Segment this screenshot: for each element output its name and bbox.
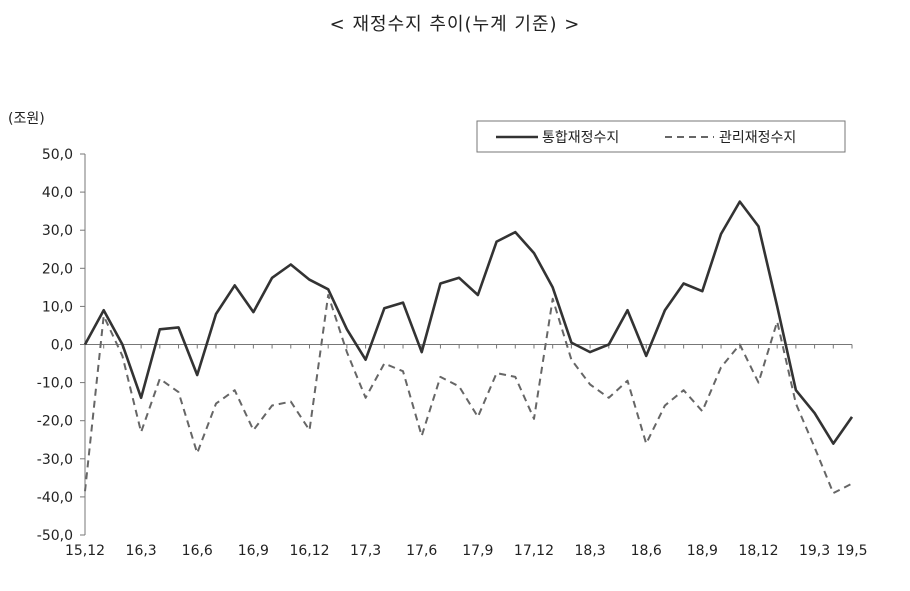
legend-box [476,120,846,153]
y-tick-label: 0,0 [51,338,73,354]
chart-axes: 50,0 40,0 30,0 20,0 10,0 0,0 -10,0 -20,0 -30,0 -4… [37,147,868,559]
legend-label-tonghap: 통합재정수지 [542,130,619,146]
y-tick-label: -50,0 [37,528,73,544]
x-tick-label: 17,9 [462,543,493,559]
x-tick-label: 18,12 [738,543,778,559]
y-tick-label: 10,0 [42,299,73,315]
x-tick-label: 15,12 [65,543,105,559]
series-layer [83,200,854,495]
x-tick-label: 17,12 [514,543,554,559]
y-tick-label: -10,0 [37,376,73,392]
legend: 통합재정수지 관리재정수지 [476,120,846,153]
x-tick-label: 18,6 [631,543,662,559]
x-tick-label: 18,3 [575,543,606,559]
series-line-gwanri [84,294,853,495]
y-tick-label: -40,0 [37,490,73,506]
x-tick-label: 16,6 [182,543,213,559]
x-tick-label: 16,12 [289,543,329,559]
x-tick-label: 19,5 [836,543,867,559]
x-tick-label: 16,9 [238,543,269,559]
y-tick-label: 20,0 [42,261,73,277]
x-tick-label: 17,6 [406,543,437,559]
series-line-tonghap [83,200,854,445]
y-tick-label: 30,0 [42,223,73,239]
y-tick-label: -30,0 [37,452,73,468]
x-tick-label: 18,9 [687,543,718,559]
chart-title: < 재정수지 추이(누계 기준) > [329,14,581,35]
y-tick-label: 50,0 [42,147,73,163]
x-tick-label: 17,3 [350,543,381,559]
legend-label-gwanri: 관리재정수지 [719,130,796,146]
y-unit-label: (조원) [8,111,45,127]
x-tick-label: 16,3 [126,543,157,559]
y-tick-label: -20,0 [37,414,73,430]
x-tick-label: 19,3 [799,543,830,559]
y-tick-label: 40,0 [42,185,73,201]
